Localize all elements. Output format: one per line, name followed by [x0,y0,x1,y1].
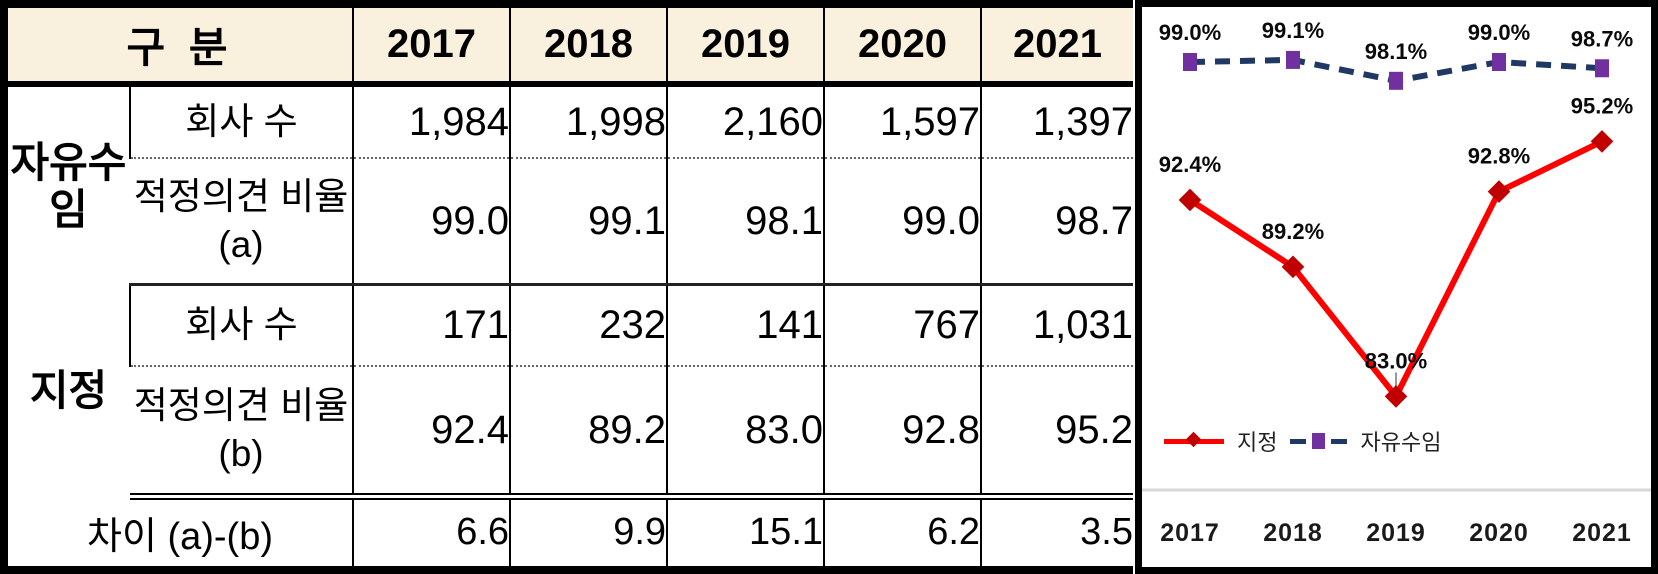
value-cell: 171 [352,284,511,368]
header-year-2018: 2018 [509,8,668,88]
metric-label: 적정의견 비율(a) [130,158,354,286]
metric-label: 회사 수 [128,84,354,160]
table-row-difference: 차이 (a)-(b) 6.6 9.9 15.1 6.2 3.5 [8,496,1133,566]
value-cell: 83.0 [666,366,825,500]
table-row: 자유수임 회사 수 1,984 1,998 2,160 1,597 1,397 [8,84,1133,233]
table-row: 적정의견 비율(a) 99.0 99.1 98.1 99.0 98.7 [8,158,1133,286]
svg-text:99.1%: 99.1% [1262,18,1324,43]
legend-line-free-icon [1290,433,1348,449]
svg-text:89.2%: 89.2% [1262,219,1324,244]
value-cell: 99.1 [509,158,668,286]
svg-text:98.7%: 98.7% [1571,26,1633,51]
header-year-2021: 2021 [980,8,1133,88]
dash-icon [1290,438,1307,444]
audit-opinion-table: 구 분 2017 2018 2019 2020 2021 자유수임 회사 수 1… [8,8,1133,566]
svg-text:83.0%: 83.0% [1365,348,1427,373]
value-cell: 141 [666,284,825,368]
value-cell: 99.0 [352,158,511,286]
line-chart-panel: 99.0% 99.1% 98.1% 99.0% 98.7% 92.4% 89.2% 83.0%… [1135,0,1658,574]
group-label-designated: 지정 [29,366,108,414]
value-cell: 3.5 [980,496,1133,566]
value-cell: 1,998 [509,84,668,160]
value-cell: 2,160 [666,84,825,160]
header-category: 구 분 [8,8,354,88]
x-tick-2019: 2019 [1366,519,1426,547]
svg-text:99.0%: 99.0% [1468,20,1530,45]
header-year-2019: 2019 [666,8,825,88]
header-year-2017: 2017 [352,8,511,88]
value-cell: 98.1 [666,158,825,286]
value-cell: 1,984 [352,84,511,160]
value-cell: 9.9 [509,496,668,566]
svg-text:95.2%: 95.2% [1571,93,1633,118]
svg-text:92.8%: 92.8% [1468,144,1530,169]
value-cell: 89.2 [509,366,668,500]
value-cell: 1,597 [823,84,982,160]
svg-text:92.4%: 92.4% [1159,152,1221,177]
value-cell: 99.0 [823,158,982,286]
value-cell: 98.7 [980,158,1133,286]
metric-label: 회사 수 [128,284,354,368]
table-header-row: 구 분 2017 2018 2019 2020 2021 [8,8,1133,88]
x-tick-2017: 2017 [1160,519,1220,547]
value-cell: 1,397 [980,84,1133,160]
value-cell: 1,031 [980,284,1133,368]
diamond-marker-icon [1185,431,1202,447]
value-cell: 6.2 [823,496,982,566]
chart-plot-area: 99.0% 99.1% 98.1% 99.0% 98.7% 92.4% 89.2% 83.0%… [1142,7,1651,567]
value-cell: 6.6 [352,496,511,566]
stats-table-wrap: 구 분 2017 2018 2019 2020 2021 자유수임 회사 수 1… [0,0,1133,574]
value-cell: 95.2 [980,366,1133,500]
x-tick-2018: 2018 [1263,519,1323,547]
legend-label-designated: 지정 [1237,430,1278,455]
square-marker-icon [1312,433,1326,449]
x-tick-2021: 2021 [1572,519,1632,547]
chart-legend: 지정 자유수임 [1164,425,1441,457]
line-chart-svg: 99.0% 99.1% 98.1% 99.0% 98.7% 92.4% 89.2% 83.0%… [1142,18,1651,492]
svg-text:99.0%: 99.0% [1159,20,1221,45]
difference-label: 차이 (a)-(b) [86,516,274,559]
table-row: 지정 회사 수 171 232 141 767 1,031 [8,284,1133,414]
legend-label-free: 자유수임 [1360,430,1442,455]
svg-text:98.1%: 98.1% [1365,39,1427,64]
value-cell: 232 [509,284,668,368]
metric-label: 적정의견 비율(b) [130,366,354,500]
legend-line-designated-icon [1164,431,1224,447]
x-tick-2020: 2020 [1469,519,1529,547]
group-label-free: 자유수임 [10,138,127,233]
table-row: 적정의견 비율(b) 92.4 89.2 83.0 92.8 95.2 [8,366,1133,500]
value-cell: 92.8 [823,366,982,500]
value-cell: 15.1 [666,496,825,566]
header-year-2020: 2020 [823,8,982,88]
value-cell: 767 [823,284,982,368]
dash-icon [1331,438,1348,444]
value-cell: 92.4 [352,366,511,500]
